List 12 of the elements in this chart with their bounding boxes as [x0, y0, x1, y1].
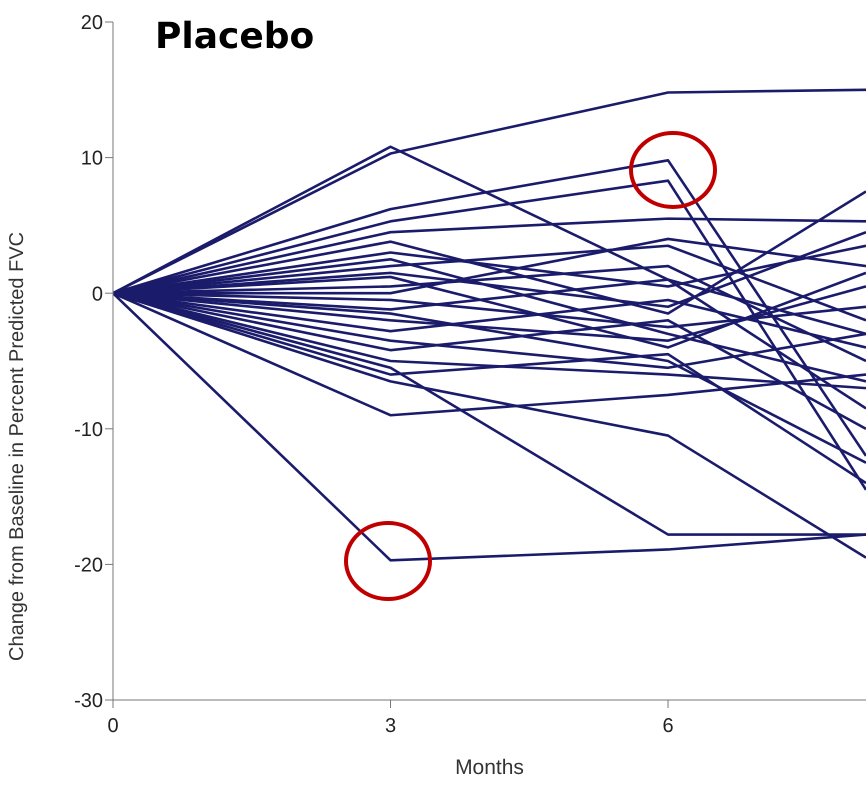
y-tick-label: -20 — [74, 554, 103, 576]
x-axis-title: Months — [455, 756, 524, 779]
y-tick-label: 10 — [80, 148, 103, 170]
y-tick-label: 0 — [92, 283, 103, 306]
x-tick-label: 3 — [384, 715, 396, 738]
y-tick-label: 20 — [80, 12, 103, 34]
chart-title: Placebo — [155, 16, 314, 57]
y-axis-title: Change from Baseline in Percent Predicted FVC — [6, 232, 28, 661]
x-tick-label: 6 — [662, 715, 674, 738]
y-tick-label: -10 — [74, 418, 103, 441]
y-tick-label: -30 — [74, 690, 103, 712]
x-tick-label: 0 — [107, 715, 119, 738]
